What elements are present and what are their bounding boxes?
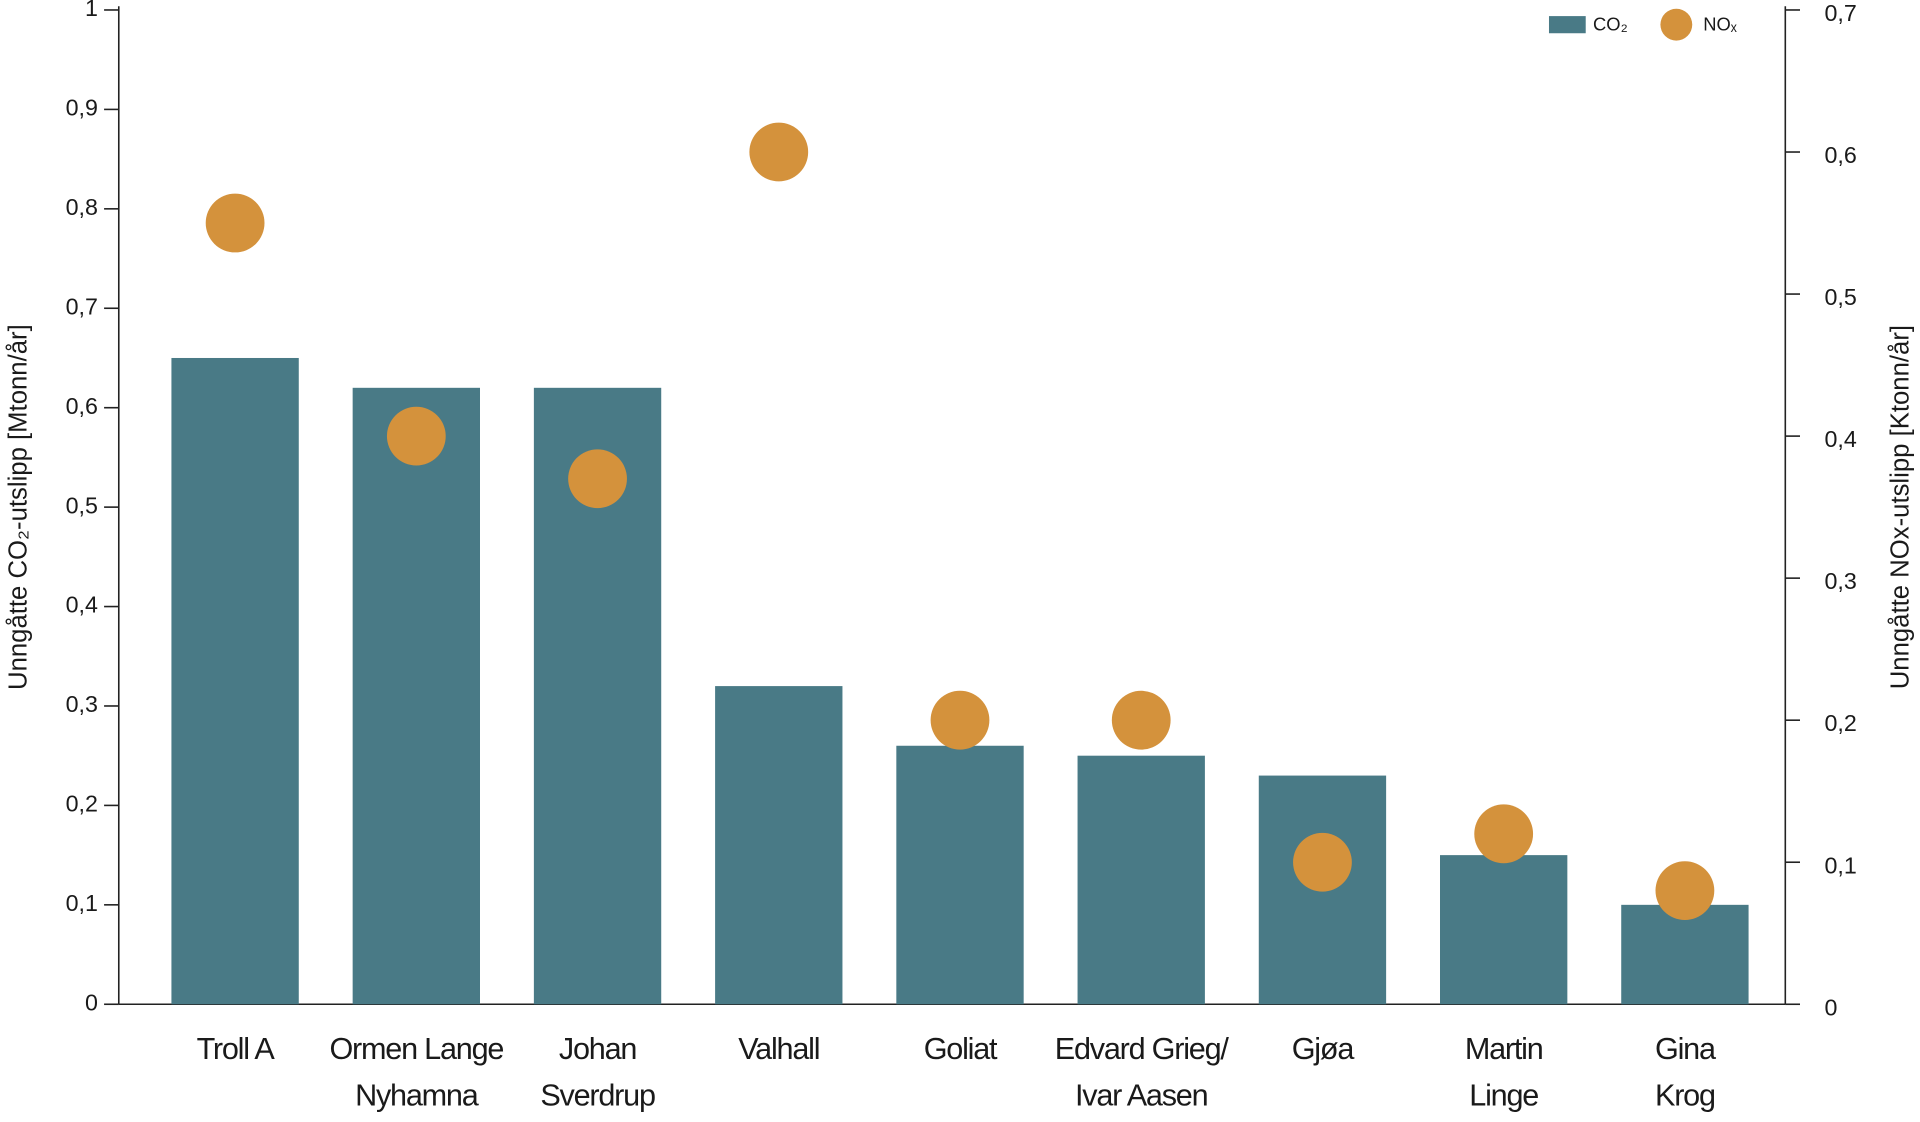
x-tick-label: Ormen Lange Nyhamna [329, 1032, 503, 1113]
dot [1474, 804, 1534, 864]
x-tick-label: Goliat [924, 1032, 998, 1066]
y-tick-label: 0,2 [66, 791, 98, 817]
y-tick-label: 0,9 [66, 95, 98, 121]
bar [1621, 904, 1749, 1005]
y-tick-label: 0,5 [66, 492, 98, 518]
bar [1440, 855, 1568, 1005]
y-tick-label: 0,4 [66, 592, 98, 618]
y2-tick-label: 0,5 [1824, 284, 1856, 310]
legend-label: NOₓ [1703, 14, 1737, 35]
x-tick-label: Troll A [197, 1032, 276, 1066]
y2-tick-label: 0,3 [1824, 568, 1856, 594]
bar [352, 387, 480, 1005]
legend-swatch [1548, 16, 1586, 34]
y2-tick-label: 0,1 [1824, 852, 1856, 878]
x-tick-label: Valhall [738, 1032, 819, 1066]
x-tick-label: Johan Sverdrup [540, 1032, 655, 1113]
y2-tick-label: 0,7 [1824, 0, 1856, 26]
dot [1655, 861, 1715, 921]
legend-swatch [1660, 8, 1693, 41]
dot [386, 406, 446, 466]
y-tick-label: 0,7 [66, 293, 98, 319]
x-tick-label: Edvard Grieg/Ivar Aasen [1055, 1032, 1230, 1113]
y2-tick-label: 0,6 [1824, 142, 1856, 168]
y2-tick-label: 0,2 [1824, 710, 1856, 736]
dot [205, 193, 265, 253]
bar [715, 686, 843, 1005]
dot [1293, 832, 1352, 892]
bar [1077, 755, 1205, 1005]
y-tick-label: 1 [85, 0, 98, 21]
x-tick-label: Martin Linge [1465, 1032, 1543, 1113]
bar [171, 357, 299, 1005]
y2-tick-label: 0,4 [1824, 426, 1856, 452]
x-tick-label: Gjøa [1292, 1032, 1356, 1066]
dot [749, 122, 809, 182]
y-tick-label: 0,3 [66, 691, 98, 717]
y-tick-label: 0,6 [66, 393, 98, 419]
legend-label: CO₂ [1593, 14, 1628, 35]
y2-tick-label: 0 [1824, 994, 1837, 1020]
dot [930, 690, 990, 750]
dot [568, 449, 627, 509]
y-axis-title: Unngåtte CO₂-utslipp [Mtonn/år] [4, 324, 32, 690]
dot [1111, 690, 1171, 750]
x-tick-label: Gina Krog [1655, 1032, 1717, 1113]
bar [896, 745, 1024, 1005]
y2-axis-title: Unngåtte NOx-utslipp [Ktonn/år] [1886, 325, 1914, 689]
y-tick-label: 0,1 [66, 890, 98, 916]
y-tick-label: 0,8 [66, 194, 98, 220]
y-tick-label: 0 [85, 989, 98, 1015]
